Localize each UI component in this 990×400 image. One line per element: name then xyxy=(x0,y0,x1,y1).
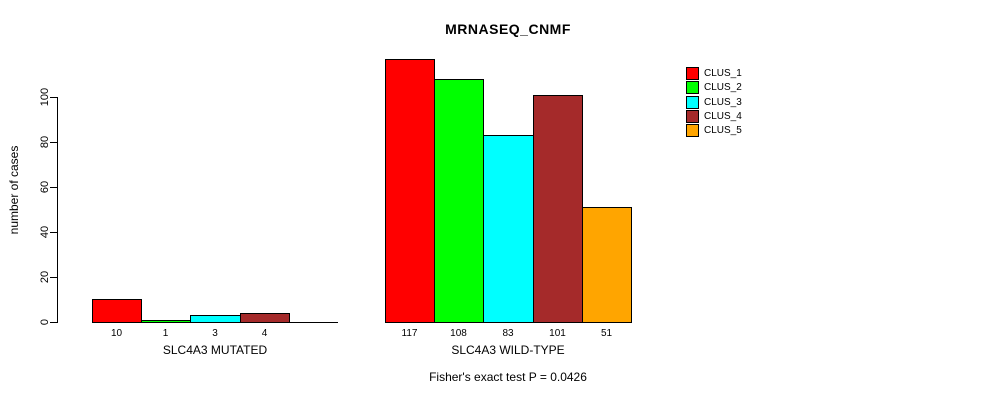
y-axis-tick-label: 0 xyxy=(39,318,51,326)
bar-value-label: 10 xyxy=(110,328,123,339)
legend-entry: CLUS_5 xyxy=(686,123,742,137)
legend-entry: CLUS_1 xyxy=(686,66,742,80)
legend-label: CLUS_5 xyxy=(704,124,742,136)
y-axis-tick-label: 40 xyxy=(39,225,51,239)
y-axis-tick xyxy=(50,232,57,233)
bar-clus_2 xyxy=(434,79,484,323)
legend-swatch-icon xyxy=(686,123,699,137)
y-axis-tick xyxy=(50,142,57,143)
bar-clus_4 xyxy=(533,95,583,323)
bar-value-label: 101 xyxy=(549,328,566,339)
y-axis-tick-label: 20 xyxy=(39,270,51,284)
legend-label: CLUS_4 xyxy=(704,110,742,122)
bar-value-label: 108 xyxy=(450,328,467,339)
y-axis-tick-label: 100 xyxy=(39,87,51,107)
bar-clus_1 xyxy=(92,299,142,323)
y-axis-tick xyxy=(50,322,57,323)
legend-swatch-icon xyxy=(686,109,699,123)
bar-clus_3 xyxy=(190,315,241,323)
y-axis-line xyxy=(57,97,58,323)
x-group-label-mutated: SLC4A3 MUTATED xyxy=(162,343,268,357)
bar-clus_1 xyxy=(385,59,435,323)
y-axis-tick-label: 60 xyxy=(39,180,51,194)
y-axis-tick-label: 80 xyxy=(39,135,51,149)
legend-label: CLUS_3 xyxy=(704,96,742,108)
bar-value-label: 51 xyxy=(600,328,613,339)
legend-swatch-icon xyxy=(686,66,699,80)
bar-clus_4 xyxy=(240,313,290,323)
bar-value-label: 1 xyxy=(162,328,169,339)
legend-swatch-icon xyxy=(686,80,699,94)
bar-clus_3 xyxy=(483,135,534,323)
bar-value-label: 117 xyxy=(401,328,418,339)
chart-title: MRNASEQ_CNMF xyxy=(445,21,571,37)
legend-label: CLUS_2 xyxy=(704,81,742,93)
bar-value-label: 4 xyxy=(261,328,268,339)
legend-label: CLUS_1 xyxy=(704,67,742,79)
bar-value-label: 3 xyxy=(212,328,218,339)
bar-clus_5 xyxy=(582,207,632,323)
y-axis-tick xyxy=(50,97,57,98)
x-group-label-wildtype: SLC4A3 WILD-TYPE xyxy=(451,343,565,357)
legend-entry: CLUS_4 xyxy=(686,109,742,123)
y-axis-tick xyxy=(50,187,57,188)
y-axis-label: number of cases xyxy=(7,145,21,235)
y-axis-tick xyxy=(50,277,57,278)
annotation-text: Fisher's exact test P = 0.0426 xyxy=(429,370,587,384)
bar-clus_2 xyxy=(141,320,191,323)
bar-value-label: 83 xyxy=(502,328,514,339)
legend-swatch-icon xyxy=(686,95,699,109)
legend-entry: CLUS_3 xyxy=(686,95,742,109)
legend-entry: CLUS_2 xyxy=(686,80,742,94)
